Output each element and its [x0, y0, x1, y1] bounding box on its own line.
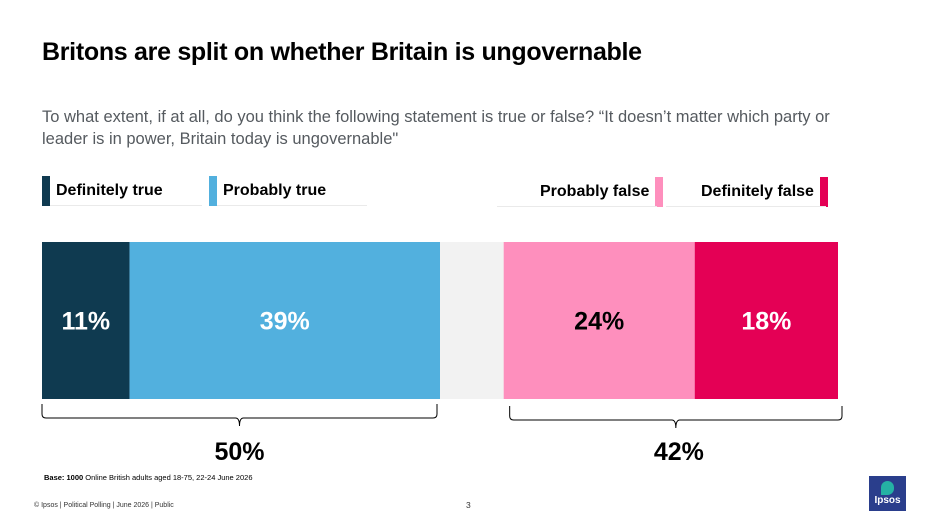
bar-data-label: 39% [260, 308, 310, 336]
logo-text: Ipsos [874, 495, 901, 506]
bar-data-label: 11% [61, 308, 110, 336]
net-total-label: 42% [654, 438, 704, 466]
ipsos-logo: Ipsos [869, 476, 906, 511]
question-text: To what extent, if at all, do you think … [42, 108, 830, 148]
page-title: Britons are split on whether Britain is … [42, 38, 642, 66]
bar-segment [440, 242, 504, 399]
legend-label: Probably true [223, 182, 327, 199]
legend-label: Definitely true [56, 182, 163, 199]
legend-probably-false: Probably false [497, 177, 664, 207]
bar-segment [694, 242, 838, 399]
footer-text: © Ipsos | Political Polling | June 2026 … [34, 502, 174, 509]
legend-definitely-false: Definitely false [666, 177, 828, 207]
net-total-label: 50% [214, 438, 264, 466]
bar-segment [42, 242, 130, 399]
bracket-false [509, 406, 843, 429]
page-number: 3 [466, 500, 471, 510]
bar-segment [503, 242, 695, 399]
legend-label: Definitely false [701, 183, 814, 200]
legend-swatch [655, 177, 664, 207]
bracket-true [41, 404, 438, 427]
legend-definitely-true: Definitely true [42, 176, 202, 206]
base-note: Base: 1000 Online British adults aged 18… [44, 473, 253, 482]
bar-data-label: 24% [574, 308, 624, 336]
bar-segment [129, 242, 440, 399]
logo-mark-icon [881, 481, 894, 495]
legend-label: Probably false [540, 183, 650, 200]
legend-swatch [42, 176, 50, 206]
bar-data-label: 18% [741, 308, 791, 336]
legend-swatch [819, 177, 828, 207]
legend-probably-true: Probably true [209, 176, 367, 206]
legend-swatch [209, 176, 217, 206]
